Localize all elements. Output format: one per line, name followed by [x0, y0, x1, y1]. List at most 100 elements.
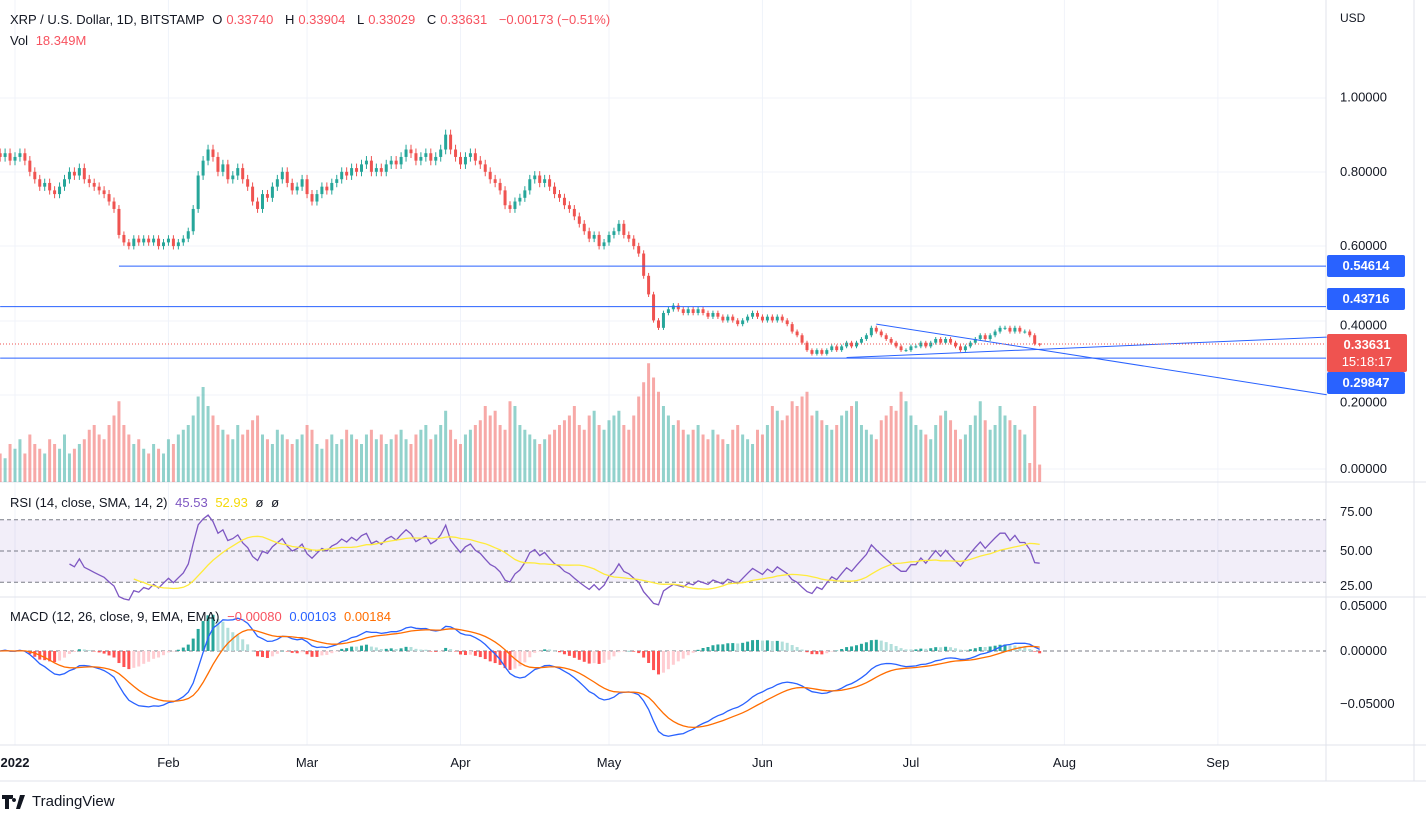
candle-body — [191, 208, 195, 232]
volume-bar — [681, 429, 685, 482]
macd-histogram-bar — [775, 640, 779, 651]
candle-body — [548, 179, 552, 187]
macd-histogram-bar — [513, 651, 517, 669]
volume-bar — [553, 429, 557, 482]
volume-bar — [934, 425, 938, 482]
volume-bar — [845, 410, 849, 482]
volume-bar — [434, 434, 438, 482]
candle-body — [350, 168, 354, 176]
candle-body — [647, 275, 651, 295]
candle-body — [23, 153, 27, 161]
macd-histogram-bar — [577, 651, 581, 660]
macd-histogram-bar — [459, 651, 462, 655]
time-tick-label: 2022 — [1, 755, 30, 770]
volume-bar — [914, 425, 918, 482]
macd-histogram-bar — [884, 642, 888, 651]
candle-body — [716, 312, 720, 317]
volume-bar — [889, 406, 893, 482]
volume-bar — [652, 377, 656, 482]
volume-bar — [1038, 464, 1042, 482]
volume-bar — [904, 401, 908, 482]
volume-bar — [478, 420, 482, 482]
volume-bar — [686, 434, 690, 482]
symbol-title: XRP / U.S. Dollar, 1D, BITSTAMP — [10, 12, 205, 27]
candle-body — [577, 216, 581, 224]
macd-histogram-bar — [127, 651, 131, 670]
volume-bar — [647, 363, 651, 482]
volume-bar — [166, 439, 170, 482]
time-tick-label: Feb — [157, 755, 179, 770]
volume-bar — [340, 439, 344, 482]
volume-bar — [142, 448, 146, 482]
macd-histogram-bar — [364, 644, 368, 651]
candle-body — [602, 242, 606, 247]
volume-bar — [855, 401, 858, 482]
candle-body — [706, 312, 710, 317]
macd-histogram-bar — [142, 651, 146, 664]
price-tick-label: 0.20000 — [1340, 395, 1387, 410]
candle-body — [780, 316, 784, 321]
volume-bar — [191, 415, 195, 482]
candle-body — [954, 342, 957, 347]
macd-histogram-bar — [919, 648, 923, 651]
candle-body — [82, 168, 86, 180]
macd-histogram-bar — [508, 651, 512, 670]
candle-body — [434, 156, 438, 161]
volume-bar — [414, 434, 418, 482]
candle-body — [444, 134, 448, 150]
candle-body — [483, 164, 487, 172]
candle-body — [261, 194, 264, 209]
tradingview-logo[interactable]: TradingView — [2, 793, 115, 810]
macd-histogram-bar — [944, 646, 948, 651]
macd-histogram-bar — [607, 651, 611, 660]
macd-histogram-bar — [518, 651, 522, 667]
macd-histogram-bar — [572, 651, 576, 658]
volume-bar — [58, 448, 62, 482]
volume-bar — [201, 387, 205, 482]
macd-histogram-bar — [473, 651, 477, 656]
candle-body — [795, 331, 799, 336]
volume-bar — [1033, 406, 1037, 482]
candle-body — [800, 335, 804, 343]
candle-body — [859, 338, 863, 343]
macd-histogram-bar — [201, 621, 205, 651]
candle-body — [419, 156, 423, 161]
candle-body — [87, 179, 91, 183]
macd-histogram-bar — [567, 651, 571, 656]
macd-histogram-bar — [399, 648, 403, 651]
macd-histogram-bar — [894, 646, 898, 651]
close-value: 0.33631 — [440, 12, 488, 27]
macd-histogram-bar — [389, 648, 393, 651]
macd-histogram-bar — [285, 651, 289, 652]
macd-histogram-bar — [785, 642, 789, 651]
macd-histogram-bar — [558, 651, 561, 653]
macd-histogram-bar — [622, 651, 626, 652]
macd-histogram-bar — [374, 647, 378, 651]
macd-histogram-bar — [72, 651, 76, 652]
macd-histogram-bar — [681, 651, 685, 659]
candle-body — [701, 309, 705, 313]
candle-body — [503, 190, 507, 206]
macd-histogram-bar — [691, 651, 695, 653]
candle-body — [473, 153, 477, 161]
macd-histogram-bar — [152, 651, 156, 659]
volume-bar — [661, 406, 665, 482]
volume-bar — [8, 444, 12, 482]
macd-histogram-bar — [746, 641, 750, 651]
candle-body — [275, 179, 279, 187]
volume-bar — [592, 410, 596, 482]
macd-histogram-bar — [647, 651, 651, 663]
macd-histogram-bar — [97, 651, 101, 653]
candle-body — [374, 168, 378, 172]
macd-histogram-bar — [256, 651, 260, 657]
candle-body — [1023, 331, 1027, 333]
macd-histogram-bar — [548, 649, 552, 651]
volume-bar — [790, 401, 794, 482]
price-tick-label: 1.00000 — [1340, 90, 1387, 105]
macd-histogram-bar — [538, 651, 542, 652]
candle-body — [142, 238, 146, 243]
candle-body — [236, 168, 240, 176]
volume-bar — [206, 406, 210, 482]
macd-histogram-bar — [1003, 644, 1007, 651]
